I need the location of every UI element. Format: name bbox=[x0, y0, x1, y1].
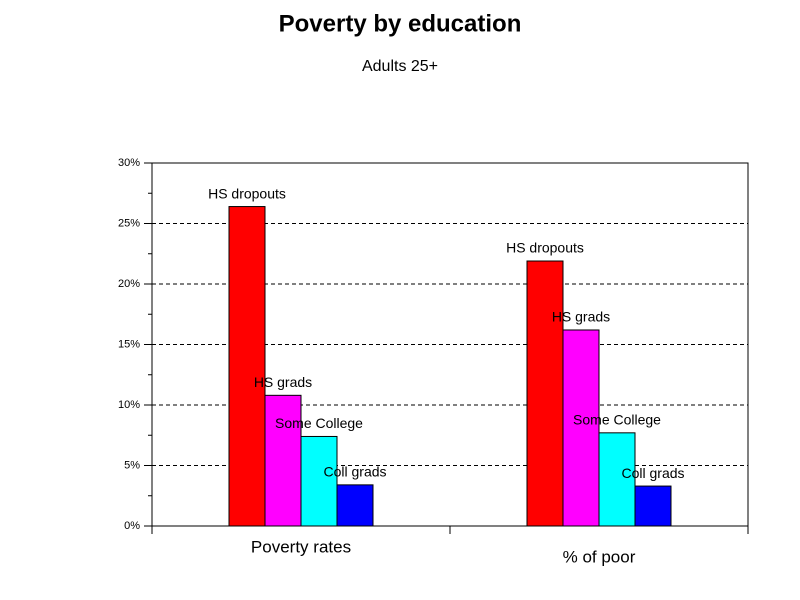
bar bbox=[562, 329, 600, 527]
x-tick-label: Poverty rates bbox=[251, 537, 351, 556]
bar-label: HS grads bbox=[552, 309, 610, 325]
y-tick-label: 5% bbox=[124, 459, 140, 471]
bar-label: Coll grads bbox=[621, 465, 684, 481]
x-tick-label: % of poor bbox=[563, 547, 636, 566]
chart-title: Poverty by education bbox=[279, 10, 522, 37]
bar-label: HS dropouts bbox=[506, 240, 584, 256]
bar bbox=[300, 435, 338, 527]
y-tick-label: 30% bbox=[118, 157, 140, 169]
bar bbox=[264, 394, 302, 527]
y-tick-label: 0% bbox=[124, 520, 140, 532]
bar bbox=[598, 432, 636, 527]
bar-label: HS grads bbox=[254, 374, 312, 390]
bar-label: Coll grads bbox=[323, 464, 386, 480]
y-tick-label: 10% bbox=[118, 399, 140, 411]
bar bbox=[526, 260, 564, 527]
y-tick-label: 25% bbox=[118, 217, 140, 229]
bar bbox=[228, 206, 266, 527]
bar bbox=[634, 485, 672, 527]
bar-label: Some College bbox=[573, 412, 661, 428]
bar-label: Some College bbox=[275, 415, 363, 431]
y-tick-label: 15% bbox=[118, 338, 140, 350]
y-tick-label: 20% bbox=[118, 278, 140, 290]
bar bbox=[336, 484, 374, 527]
bar-label: HS dropouts bbox=[208, 185, 286, 201]
chart-subtitle: Adults 25+ bbox=[362, 58, 438, 75]
